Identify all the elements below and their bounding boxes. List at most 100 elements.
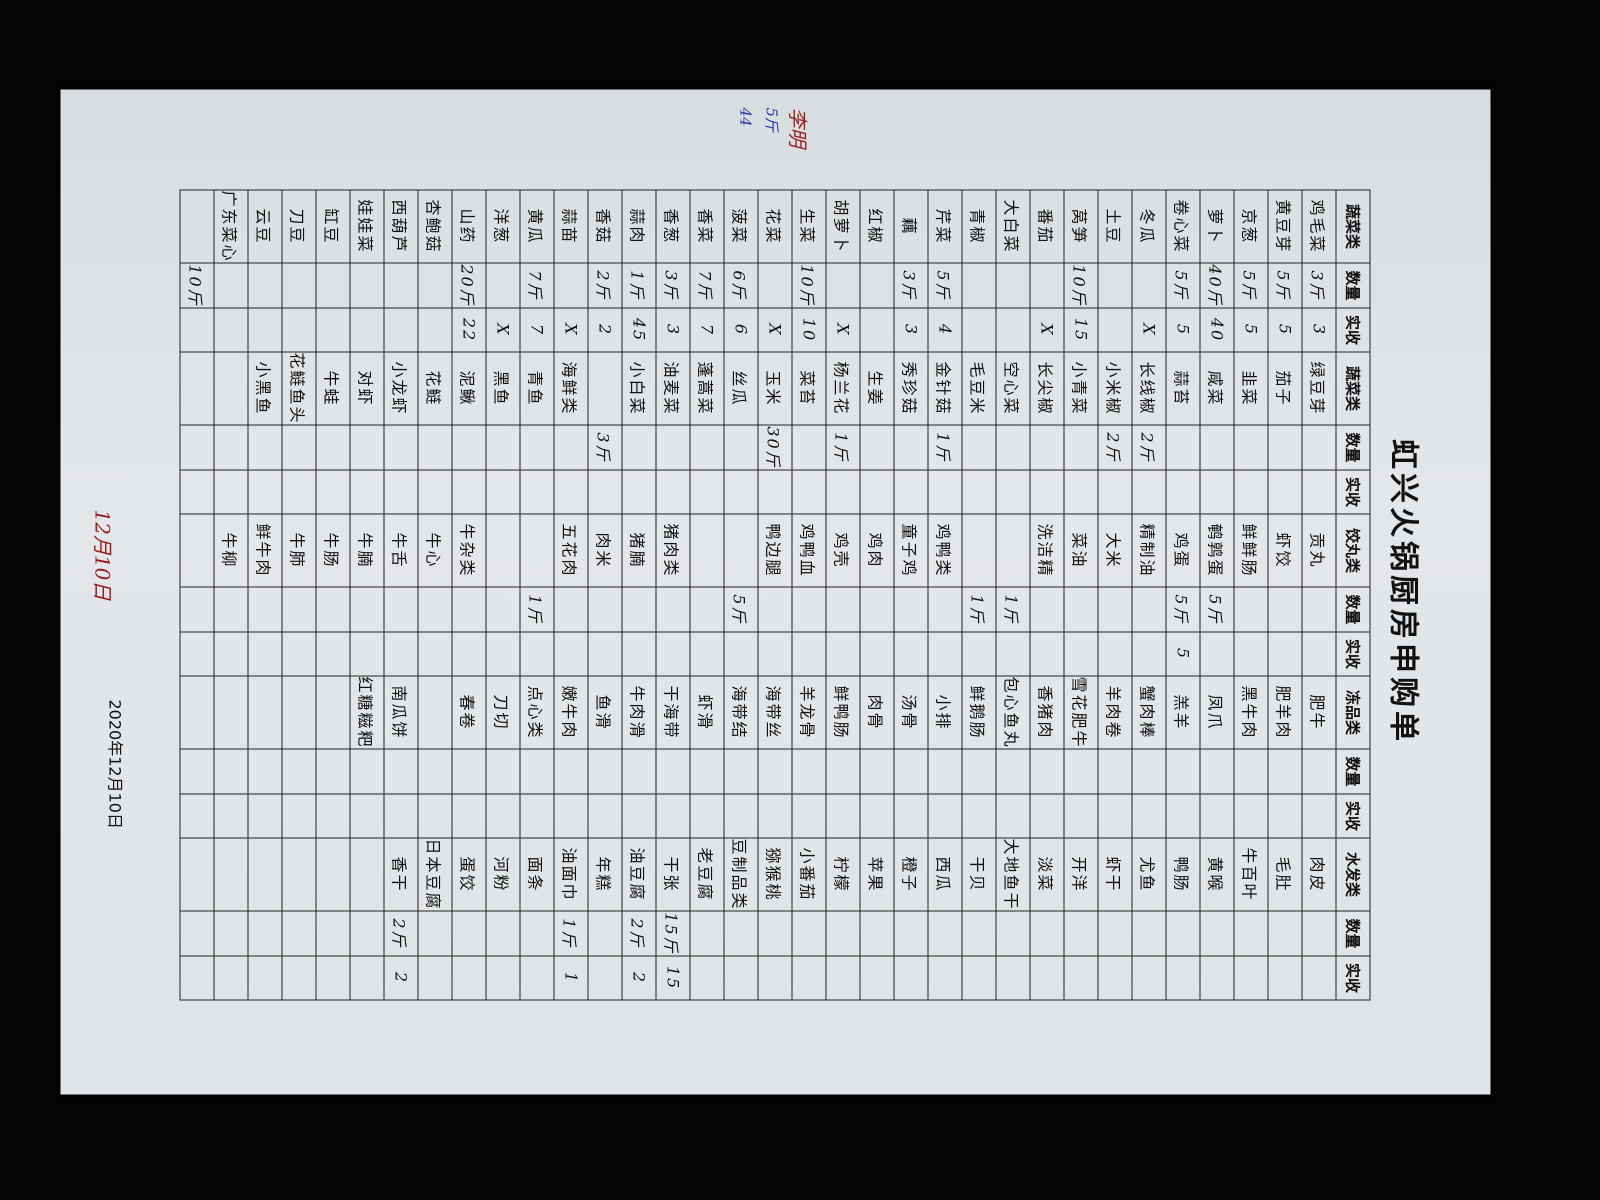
cell-item-name: [214, 352, 248, 425]
cell-item-name: 牛肠: [316, 514, 350, 587]
cell-item-name: 红椒: [860, 190, 894, 263]
column-header: 数量: [1336, 587, 1370, 632]
cell-quantity: [1200, 749, 1234, 794]
cell-quantity: [452, 587, 486, 632]
cell-quantity: [452, 749, 486, 794]
cell-item-name: 包心鱼丸: [996, 676, 1030, 749]
table-row: 京葱 5斤 5 韭菜 鲜鲜肠 黑牛肉 牛百叶: [1234, 190, 1268, 1000]
cell-item-name: 刀切: [486, 676, 520, 749]
table-row: 蒜肉 1斤 45 小白菜 猪腩 牛肉滑 油豆腐 2斤 2: [622, 190, 656, 1000]
cell-quantity: [214, 587, 248, 632]
cell-quantity: 20斤: [452, 263, 486, 308]
cell-item-name: 蒜肉: [622, 190, 656, 263]
cell-item-name: 香菇: [588, 190, 622, 263]
table-row: 藕 3斤 3 秀珍菇 童子鸡 汤骨 橙子: [894, 190, 928, 1000]
cell-item-name: 豆制品类: [724, 838, 758, 911]
cell-item-name: [180, 838, 214, 911]
cell-received: [1200, 632, 1234, 676]
cell-received: [724, 794, 758, 838]
cell-received: 2: [384, 956, 418, 1000]
cell-quantity: [248, 425, 282, 470]
cell-quantity: [282, 749, 316, 794]
cell-received: [1132, 632, 1166, 676]
cell-received: [1200, 956, 1234, 1000]
table-row: 缸豆 牛蛙 牛肠: [316, 190, 350, 1000]
cell-item-name: 油麦菜: [656, 352, 690, 425]
cell-item-name: 毛豆米: [962, 352, 996, 425]
cell-item-name: 洗洁精: [1030, 514, 1064, 587]
cell-received: [1302, 956, 1336, 1000]
cell-item-name: 海带丝: [758, 676, 792, 749]
cell-quantity: 30斤: [758, 425, 792, 470]
cell-received: [1234, 632, 1268, 676]
table-row: 广东菜心 牛柳: [214, 190, 248, 1000]
cell-received: [1268, 632, 1302, 676]
cell-item-name: 云豆: [248, 190, 282, 263]
cell-item-name: 茄子: [1268, 352, 1302, 425]
cell-item-name: [962, 514, 996, 587]
cell-item-name: 小青菜: [1064, 352, 1098, 425]
cell-quantity: [894, 749, 928, 794]
cell-item-name: 杨兰花: [826, 352, 860, 425]
cell-quantity: [384, 749, 418, 794]
cell-received: [520, 956, 554, 1000]
cell-quantity: [350, 911, 384, 956]
cell-received: X: [1132, 308, 1166, 352]
cell-quantity: [826, 587, 860, 632]
table-row: 冬瓜 X 长线椒 2斤 精制油 蟹肉棒 尤鱼: [1132, 190, 1166, 1000]
cell-quantity: [792, 749, 826, 794]
cell-item-name: [282, 676, 316, 749]
signature-name: 李明: [785, 107, 810, 148]
cell-quantity: [996, 425, 1030, 470]
cell-quantity: 1斤: [520, 587, 554, 632]
cell-quantity: [928, 587, 962, 632]
cell-received: [928, 470, 962, 514]
cell-item-name: 小黑鱼: [248, 352, 282, 425]
cell-quantity: [1166, 911, 1200, 956]
cell-item-name: 羔羊: [1166, 676, 1200, 749]
cell-quantity: [180, 749, 214, 794]
table-row: 刀豆 花鲢鱼头 牛肺: [282, 190, 316, 1000]
cell-received: [1302, 632, 1336, 676]
cell-quantity: 2斤: [1132, 425, 1166, 470]
cell-item-name: 菠菜: [724, 190, 758, 263]
purchase-form-paper: 虹兴火锅厨房申购单 蔬菜类 数量 实收 蔬菜类 数量 实收 饺丸类 数量 实收 冻品类 数量 实收 水发…: [60, 89, 1491, 1095]
cell-received: [316, 956, 350, 1000]
cell-quantity: [282, 587, 316, 632]
cell-item-name: 小白菜: [622, 352, 656, 425]
cell-quantity: [384, 425, 418, 470]
cell-quantity: [962, 749, 996, 794]
cell-quantity: [180, 911, 214, 956]
signature-qty: 5斤: [762, 107, 781, 133]
cell-received: [1098, 956, 1132, 1000]
column-header: 实收: [1336, 794, 1370, 838]
cell-quantity: [486, 425, 520, 470]
cell-received: [1166, 956, 1200, 1000]
cell-received: [1098, 470, 1132, 514]
cell-item-name: 干张: [656, 838, 690, 911]
cell-item-name: [180, 190, 214, 263]
cell-item-name: 黑鱼: [486, 352, 520, 425]
table-row: 黄豆芽 5斤 5 茄子 虾饺 肥羊肉 毛肚: [1268, 190, 1302, 1000]
cell-quantity: [1302, 425, 1336, 470]
cell-quantity: [214, 911, 248, 956]
cell-item-name: [282, 838, 316, 911]
cell-received: [1064, 470, 1098, 514]
cell-item-name: 缸豆: [316, 190, 350, 263]
cell-item-name: 生姜: [860, 352, 894, 425]
cell-item-name: 菜油: [1064, 514, 1098, 587]
cell-item-name: 秀珍菇: [894, 352, 928, 425]
table-row: 大白菜 空心菜 1斤 包心鱼丸 大地鱼干: [996, 190, 1030, 1000]
cell-item-name: 日本豆腐: [418, 838, 452, 911]
cell-received: [1234, 470, 1268, 514]
cell-received: 7: [690, 308, 724, 352]
cell-quantity: [1132, 587, 1166, 632]
cell-received: [792, 470, 826, 514]
cell-quantity: [1268, 587, 1302, 632]
cell-received: [520, 632, 554, 676]
table-row: 山药 20斤 22 泥鳅 牛杂类 春卷 蛋饺: [452, 190, 486, 1000]
cell-received: [180, 794, 214, 838]
cell-quantity: [656, 749, 690, 794]
cell-quantity: [350, 749, 384, 794]
cell-received: [180, 956, 214, 1000]
